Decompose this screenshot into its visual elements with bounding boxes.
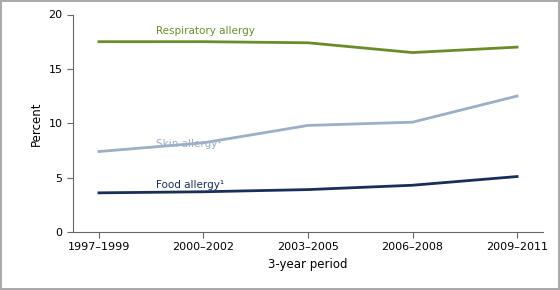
- Text: Skin allergy¹: Skin allergy¹: [156, 139, 222, 149]
- Text: Respiratory allergy: Respiratory allergy: [156, 26, 255, 36]
- X-axis label: 3-year period: 3-year period: [268, 258, 348, 271]
- Text: Food allergy¹: Food allergy¹: [156, 180, 225, 190]
- Y-axis label: Percent: Percent: [30, 101, 43, 146]
